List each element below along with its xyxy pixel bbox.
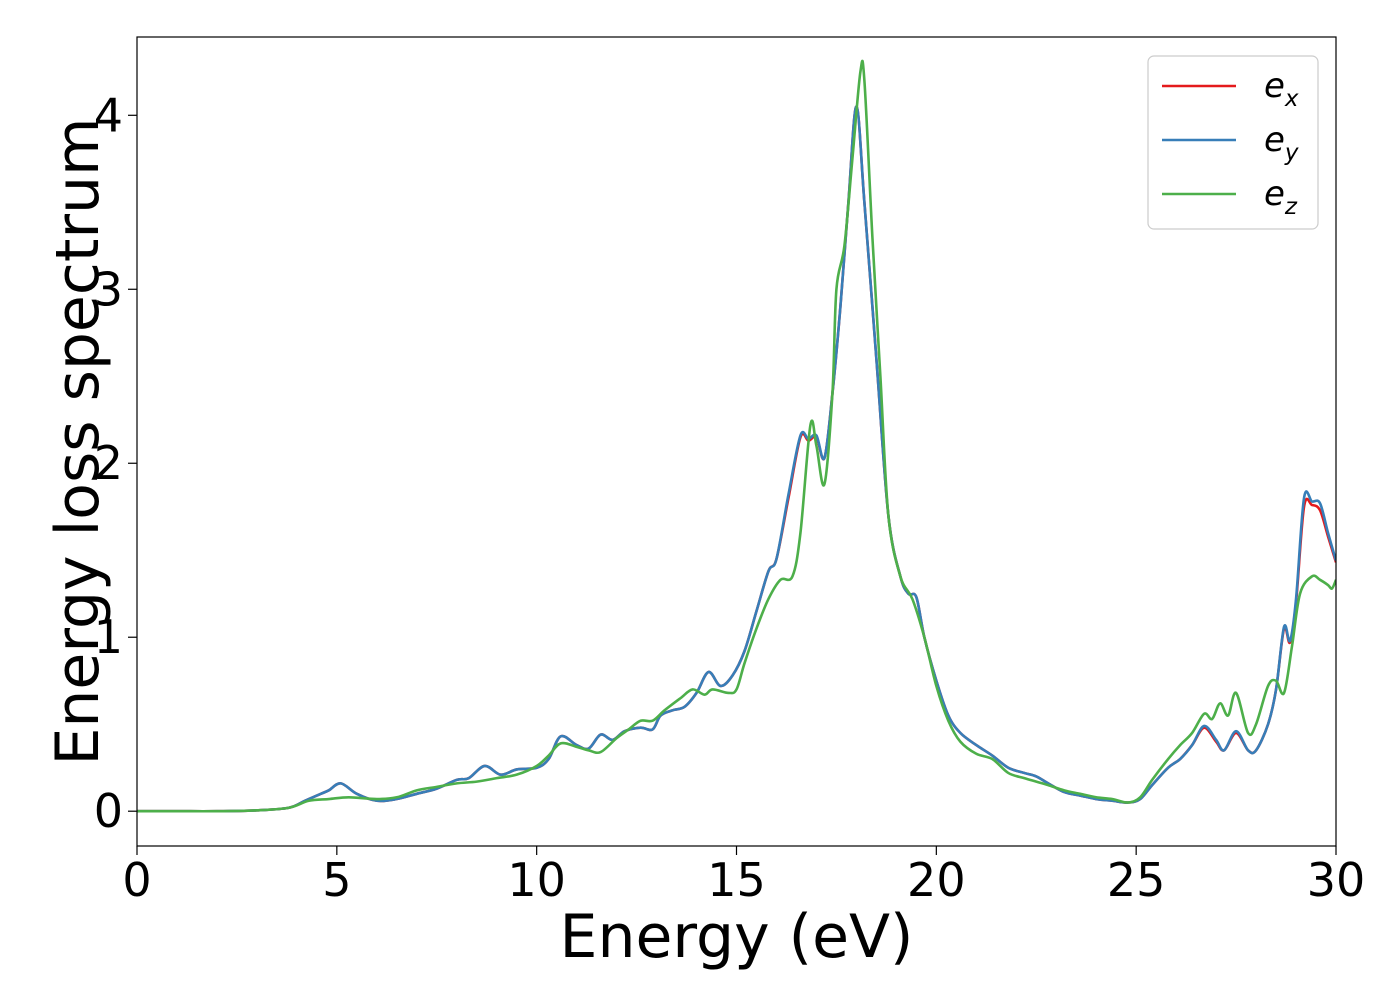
legend-label-base: e	[1264, 66, 1285, 106]
y-tick-label: 3	[94, 262, 123, 316]
y-tick-label: 4	[94, 88, 123, 142]
y-tick-label: 1	[94, 610, 123, 664]
y-tick-label: 2	[94, 436, 123, 490]
legend-label-ez: ez	[1264, 174, 1298, 220]
x-tick-label: 30	[1307, 853, 1366, 907]
legend-label-base: e	[1264, 120, 1285, 160]
x-tick-label: 15	[707, 853, 766, 907]
legend-box	[1147, 55, 1319, 230]
x-tick-label: 10	[507, 853, 566, 907]
legend-label-subscript: y	[1284, 140, 1299, 166]
legend-label-ex: ex	[1264, 66, 1299, 112]
legend-label-ey: ey	[1264, 120, 1299, 166]
x-axis-title: Energy (eV)	[560, 902, 914, 972]
x-tick-label: 25	[1107, 853, 1166, 907]
y-axis: 0 1 2 3 4	[94, 88, 137, 838]
y-axis-title: Energy loss spectrum	[43, 117, 113, 765]
series-line-ez	[137, 59, 1336, 813]
series-layer	[137, 59, 1336, 813]
x-tick-label: 5	[322, 853, 351, 907]
legend-label-base: e	[1264, 174, 1285, 214]
x-tick-label: 0	[122, 853, 151, 907]
series-line-ey	[137, 105, 1336, 813]
legend-label-subscript: z	[1284, 194, 1298, 220]
x-tick-label: 20	[907, 853, 966, 907]
x-axis: 0 5 10 15 20 25 30	[122, 846, 1365, 907]
y-tick-label: 0	[94, 784, 123, 838]
legend-label-subscript: x	[1284, 86, 1299, 112]
